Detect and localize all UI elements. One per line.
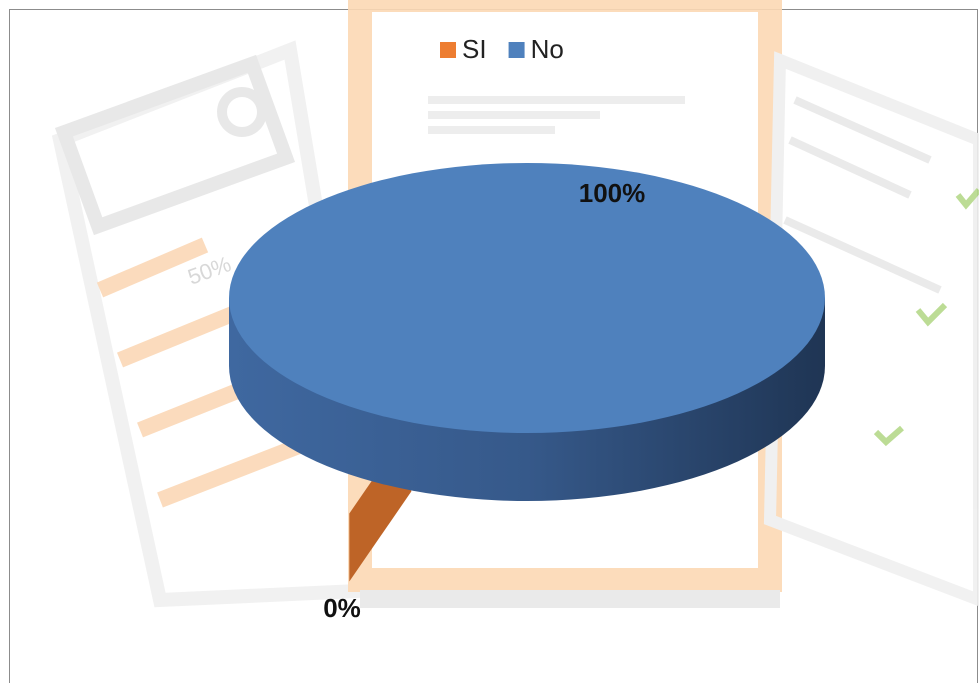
legend-label: No bbox=[531, 34, 564, 64]
pie-slice bbox=[229, 163, 825, 433]
data-label: 0% bbox=[323, 593, 361, 623]
legend: SI No bbox=[440, 34, 564, 64]
data-label: 100% bbox=[579, 178, 646, 208]
legend-swatch bbox=[508, 42, 525, 58]
pie bbox=[229, 163, 825, 582]
legend-swatch bbox=[440, 42, 456, 58]
legend-label: SI bbox=[462, 34, 487, 64]
